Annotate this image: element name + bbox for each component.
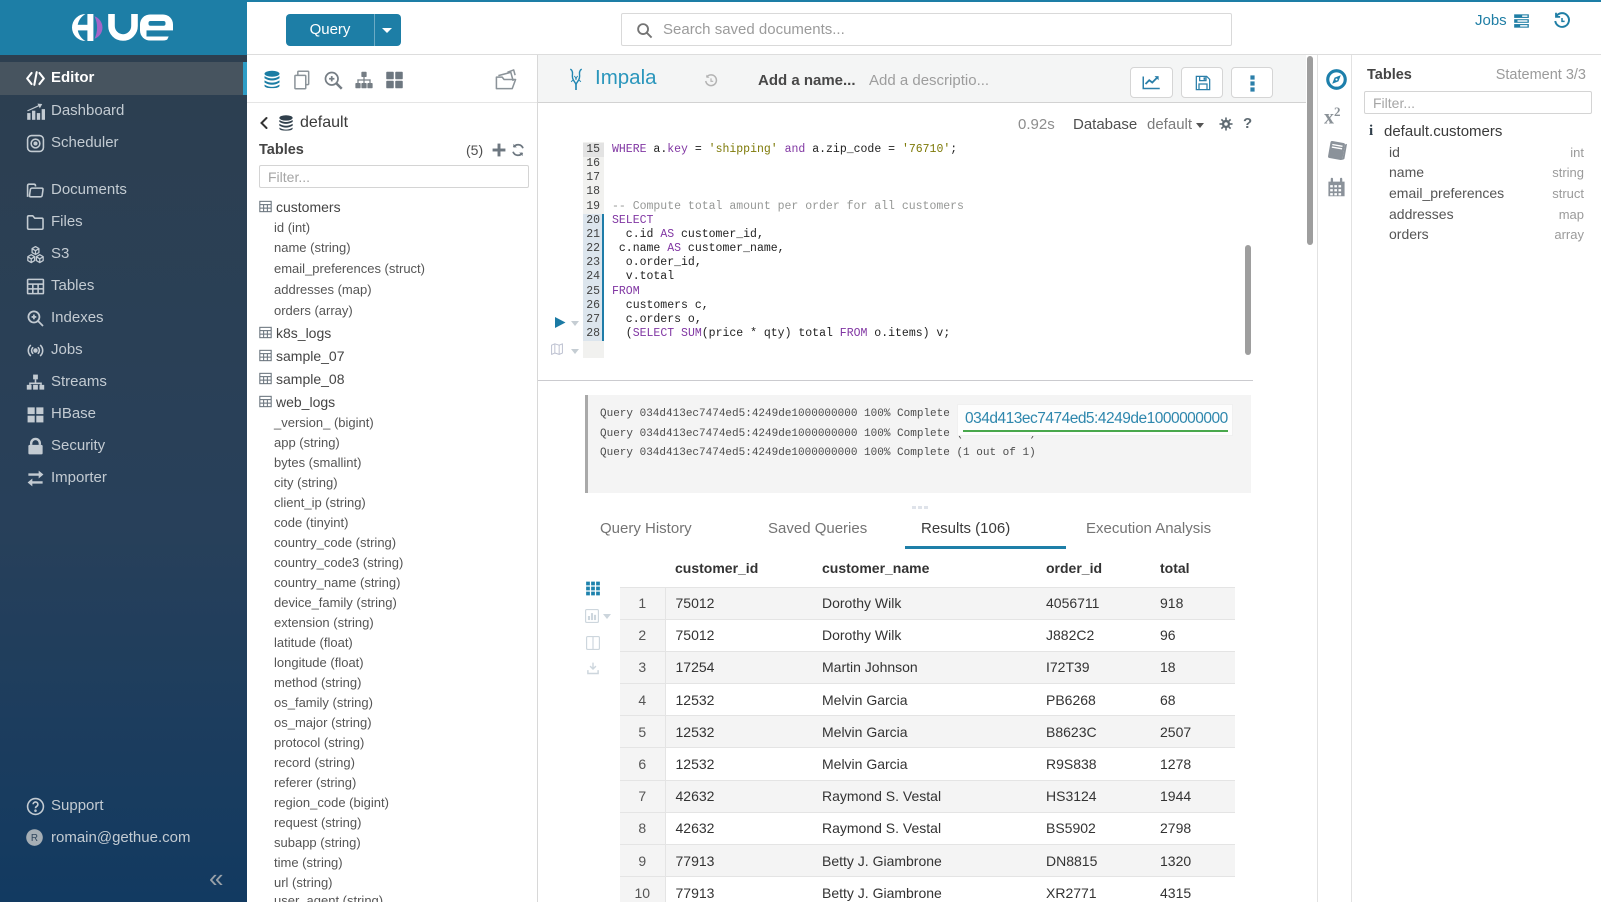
svg-text:R: R <box>31 833 38 844</box>
